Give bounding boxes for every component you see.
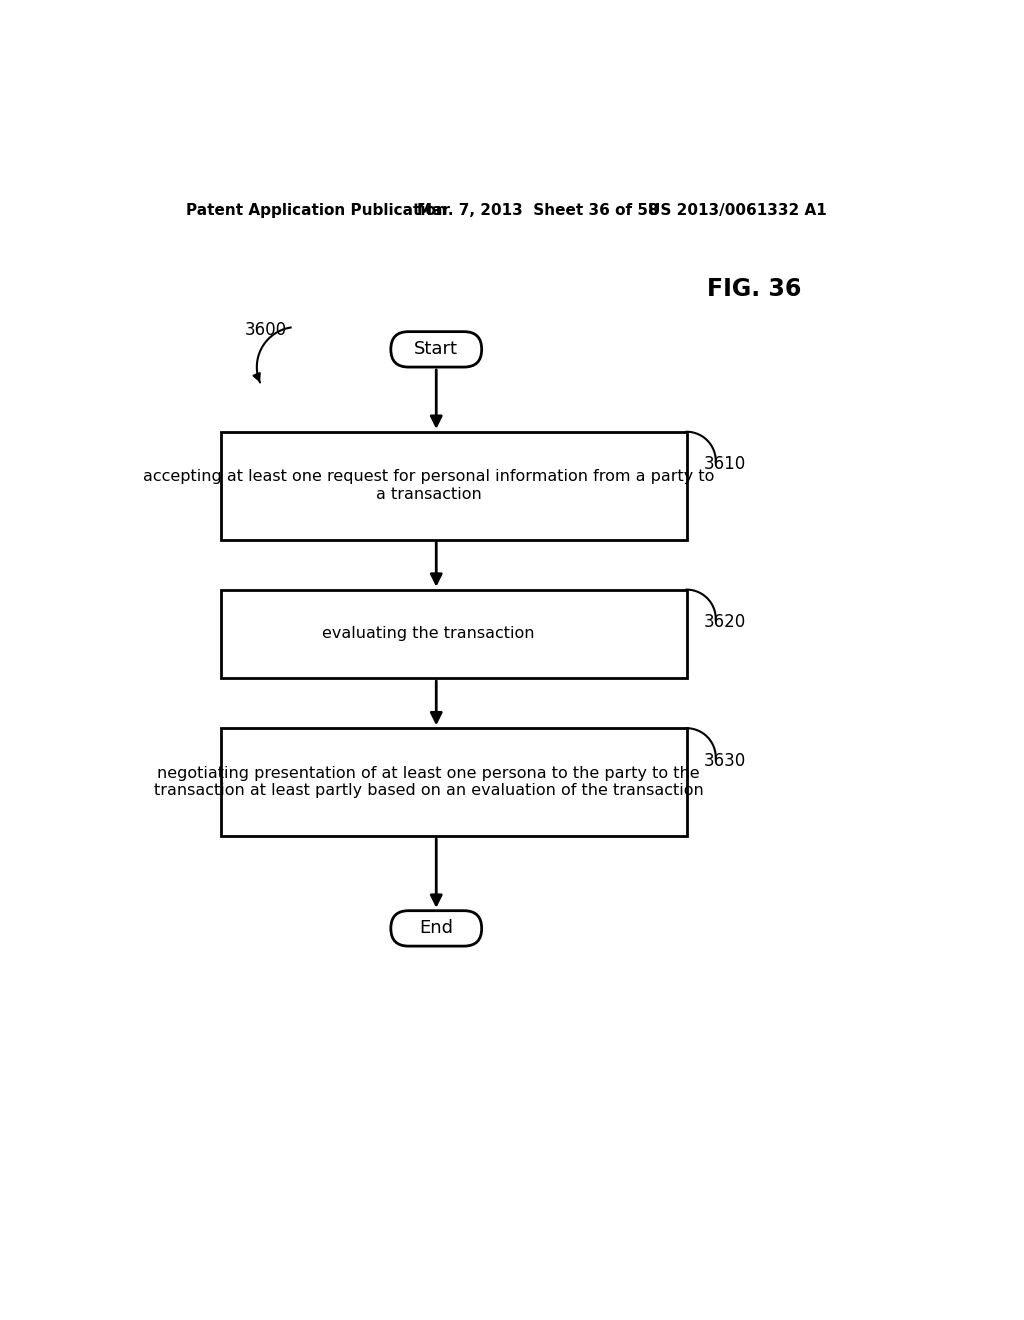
Text: 3600: 3600 [245,321,287,339]
Text: evaluating the transaction: evaluating the transaction [323,627,535,642]
Text: negotiating presentation of at least one persona to the party to the
transaction: negotiating presentation of at least one… [154,766,703,799]
Text: Start: Start [415,341,459,358]
Text: 3610: 3610 [703,455,745,473]
Text: US 2013/0061332 A1: US 2013/0061332 A1 [648,203,826,218]
Text: 3620: 3620 [703,612,745,631]
FancyBboxPatch shape [391,331,481,367]
Bar [221,590,686,678]
Bar [221,729,686,836]
Text: Mar. 7, 2013  Sheet 36 of 58: Mar. 7, 2013 Sheet 36 of 58 [417,203,658,218]
Text: Patent Application Publication: Patent Application Publication [186,203,446,218]
FancyBboxPatch shape [391,911,481,946]
Text: FIG. 36: FIG. 36 [707,277,801,301]
Text: 3630: 3630 [703,751,745,770]
Text: accepting at least one request for personal information from a party to
a transa: accepting at least one request for perso… [143,470,714,502]
Text: End: End [419,920,454,937]
Bar [221,432,686,540]
